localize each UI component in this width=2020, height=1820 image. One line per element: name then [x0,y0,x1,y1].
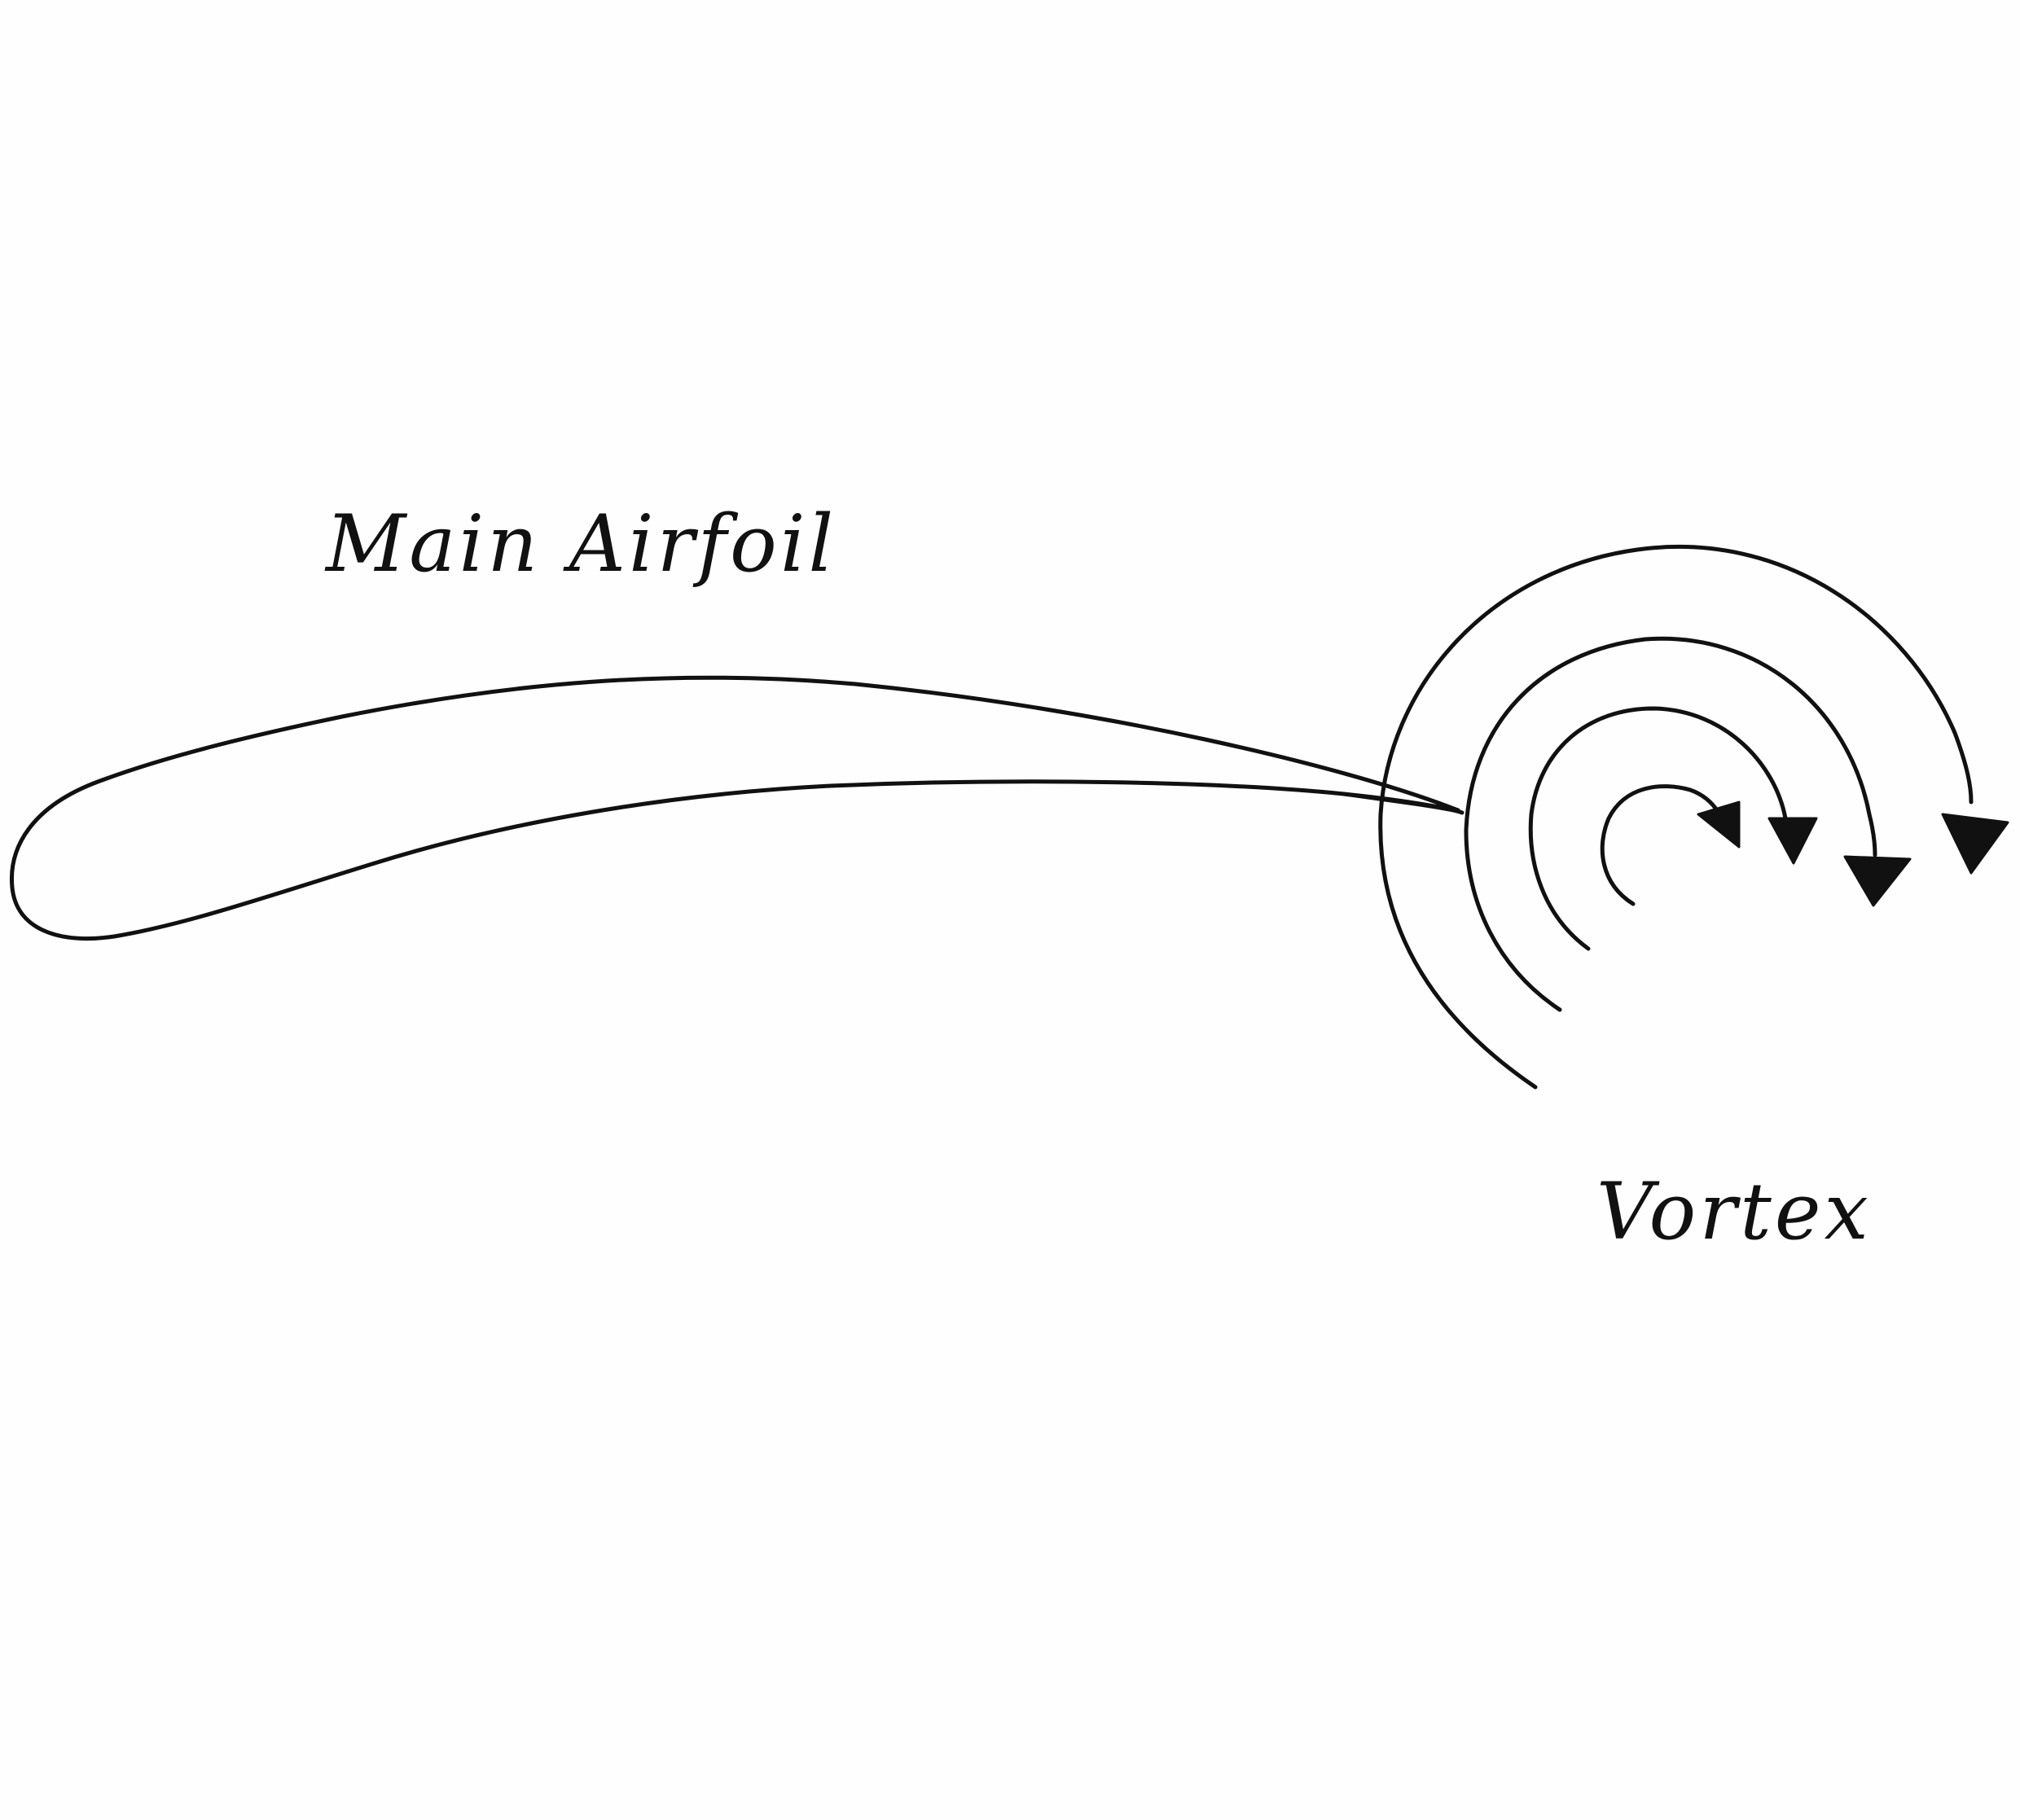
vortex-label: Vortex [1596,1166,1872,1257]
vortex-arc-1 [1378,544,1974,1090]
main-airfoil-label: Main Airfoil [326,498,837,590]
trailing-edge-line [1342,792,1464,815]
airfoil-outline [9,675,1460,941]
vortex-arc-3 [1528,706,1788,951]
arrowhead-icon [1768,817,1818,865]
vortex-arc-2 [1464,636,1877,1012]
vortex-arc-4 [1600,784,1721,906]
arrowhead-icon [1697,800,1741,849]
arrowhead-icon [1941,813,2009,875]
arrowhead-icon [1843,855,1912,907]
